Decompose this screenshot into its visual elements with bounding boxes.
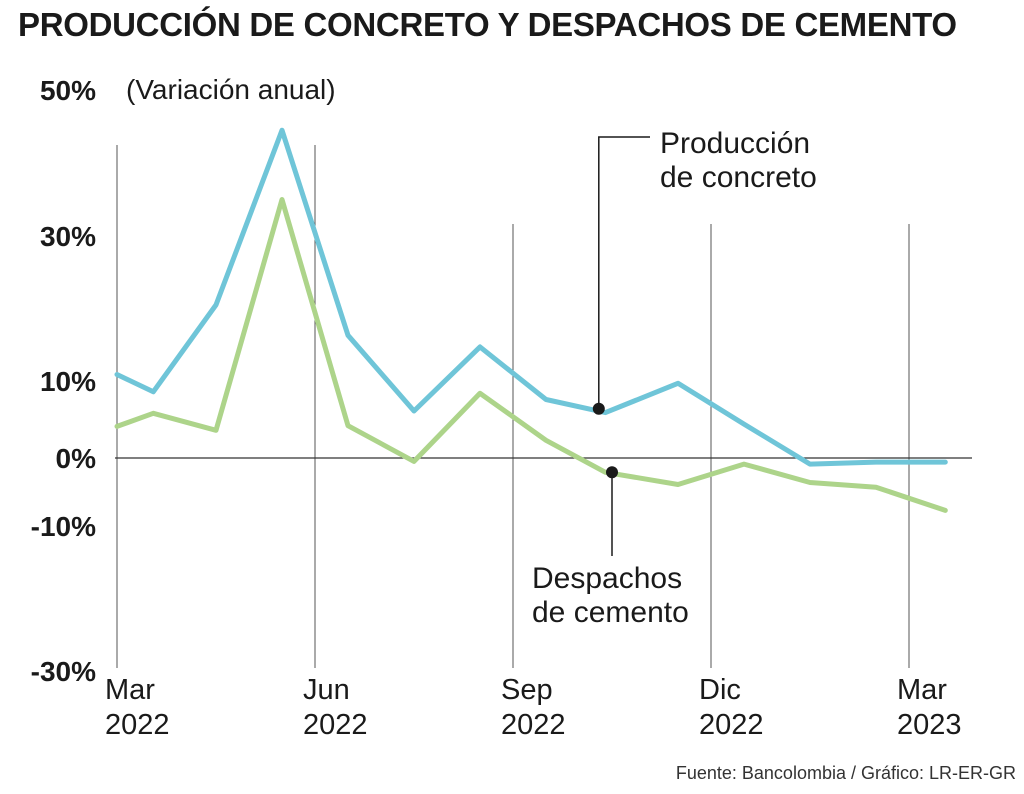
series-line-produccion: [114, 127, 948, 467]
y-axis-ticks: 50% 30% 10% 0% -10% -30%: [31, 75, 96, 687]
callout-label-despachos-line1: Despachos: [532, 562, 682, 595]
chart-title: PRODUCCIÓN DE CONCRETO Y DESPACHOS DE CE…: [18, 6, 957, 43]
y-tick-label: 30%: [40, 221, 96, 252]
callout-label-despachos-line2: de cemento: [532, 596, 689, 629]
y-tick-label: 0%: [56, 443, 97, 474]
x-tick-month: Jun: [303, 674, 350, 706]
x-tick-year: 2022: [699, 709, 764, 741]
series-line-despachos: [114, 197, 948, 513]
x-tick-year: 2022: [501, 709, 566, 741]
y-tick-label: 50%: [40, 75, 96, 106]
chart-subtitle: (Variación anual): [126, 74, 336, 105]
x-tick-month: Mar: [897, 674, 947, 706]
x-tick-year: 2022: [303, 709, 368, 741]
grid-lines: [116, 145, 910, 668]
callout-marker-despachos: [606, 466, 618, 479]
callout-leader-produccion: [598, 136, 650, 409]
x-tick-month: Sep: [501, 674, 553, 706]
x-tick-year: 2022: [105, 709, 170, 741]
source-note: Fuente: Bancolombia / Gráfico: LR-ER-GR: [676, 763, 1016, 783]
series-lines: [114, 127, 948, 513]
y-tick-label: 10%: [40, 366, 96, 397]
x-tick-year: 2023: [897, 709, 962, 741]
y-tick-label: -30%: [31, 656, 96, 687]
y-tick-label: -10%: [31, 511, 96, 542]
callout-label-produccion-line2: de concreto: [660, 161, 817, 194]
callout-marker-produccion: [592, 402, 605, 415]
x-tick-month: Dic: [699, 674, 741, 706]
x-tick-month: Mar: [105, 674, 155, 706]
callout-label-produccion-line1: Producción: [660, 127, 810, 160]
